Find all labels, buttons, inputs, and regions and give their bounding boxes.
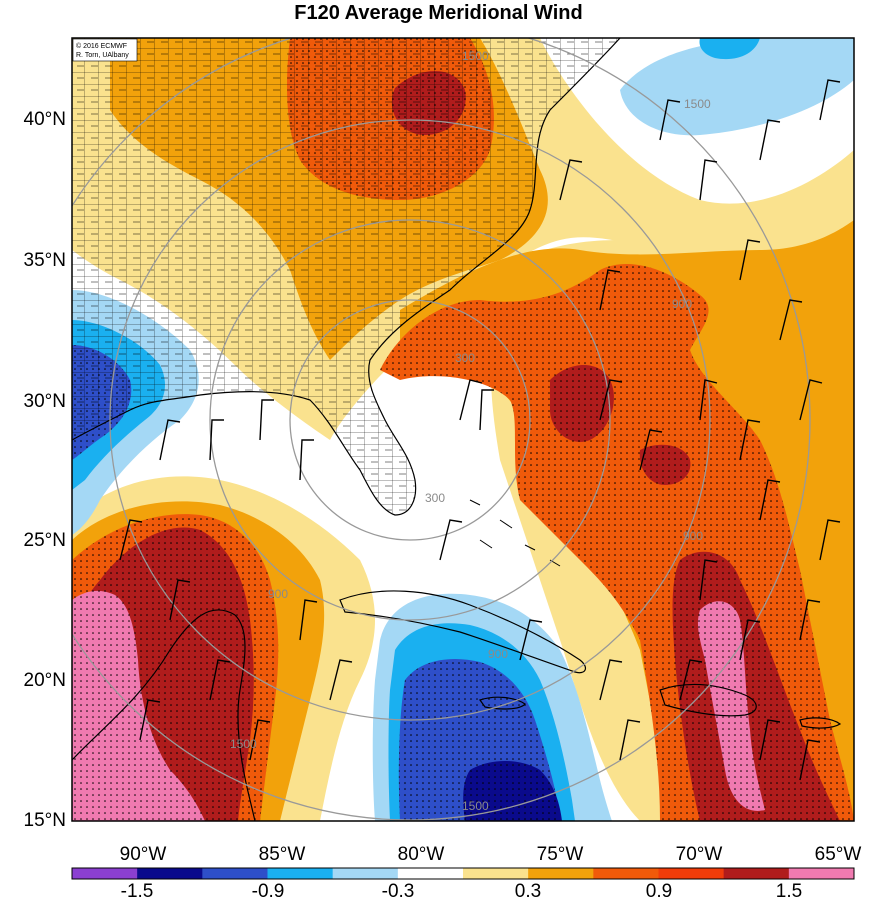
ring-labels: 300 300 900 900 900 900 1500 1500 1500 1… <box>230 49 711 813</box>
lon-label: 80°W <box>398 844 445 865</box>
colorbar-label: -0.3 <box>382 881 415 900</box>
colorbar-label: -0.9 <box>252 881 285 900</box>
colorbar-swatch <box>267 868 334 879</box>
lat-label: 30°N <box>24 391 66 412</box>
lat-labels: 40°N 35°N 30°N 25°N 20°N 15°N <box>24 109 66 831</box>
lon-labels: 90°W 85°W 80°W 75°W 70°W 65°W <box>120 844 862 865</box>
credit-line-2: R. Torn, UAlbany <box>76 52 129 59</box>
plot-frame <box>71 37 855 822</box>
lon-label: 85°W <box>259 844 306 865</box>
colorbar-swatch <box>463 868 529 879</box>
negative-field-ne-2 <box>699 38 760 60</box>
colorbar-label: 0.9 <box>646 881 672 900</box>
yucatan-outline <box>72 609 256 821</box>
colorbar-swatch <box>202 868 268 879</box>
colorbar-frame <box>71 867 855 880</box>
stipple-sw <box>72 514 279 821</box>
wind-barbs <box>119 79 841 781</box>
bahamas-outline <box>469 499 561 567</box>
ring-label: 1500 <box>230 737 257 751</box>
lat-label: 20°N <box>24 670 66 691</box>
lat-label: 40°N <box>24 109 66 130</box>
lat-label: 15°N <box>24 810 66 831</box>
wind-field <box>72 38 854 821</box>
colorbar-swatch <box>332 868 399 879</box>
ring-label: 300 <box>425 491 445 505</box>
colorbar-label: 1.5 <box>776 881 802 900</box>
ring-label: 900 <box>672 297 692 311</box>
colorbar-swatch <box>658 868 725 879</box>
colorbar-swatch <box>593 868 659 879</box>
colorbar-label: -1.5 <box>121 881 154 900</box>
ring-label: 1500 <box>684 97 711 111</box>
lon-label: 90°W <box>120 844 167 865</box>
negative-field-ne <box>620 38 854 136</box>
colorbar-label: 0.3 <box>515 881 541 900</box>
ring-label: 900 <box>683 529 703 543</box>
puerto-rico-outline <box>799 717 842 729</box>
credit-box: © 2016 ECMWF R. Torn, UAlbany <box>72 38 138 62</box>
colorbar-swatch <box>723 868 790 879</box>
lon-label: 70°W <box>676 844 723 865</box>
ring-label: 900 <box>488 647 508 661</box>
colorbar-swatch <box>397 868 464 879</box>
lon-label: 75°W <box>537 844 584 865</box>
lat-label: 25°N <box>24 530 66 551</box>
us-coastline <box>72 38 621 516</box>
lon-label: 65°W <box>815 844 862 865</box>
stipple-east <box>380 264 854 821</box>
credit-line-1: © 2016 ECMWF <box>76 42 127 50</box>
colorbar-swatches <box>72 868 855 879</box>
colorbar-swatch <box>528 868 594 879</box>
cuba-outline <box>339 590 587 674</box>
ring-label: 1500 <box>462 799 489 813</box>
colorbar: -1.5 -0.9 -0.3 0.3 0.9 1.5 <box>71 867 855 900</box>
hispaniola-outline <box>659 683 757 717</box>
colorbar-swatch <box>72 868 138 879</box>
lat-label: 35°N <box>24 250 66 271</box>
distance-rings <box>72 38 811 821</box>
colorbar-swatch <box>137 868 203 879</box>
ring-label: 900 <box>268 587 288 601</box>
ring-label: 300 <box>455 351 475 365</box>
us-counties <box>72 38 620 515</box>
colorbar-swatch <box>788 868 855 879</box>
map-title: F120 Average Meridional Wind <box>294 2 583 24</box>
ring-label: 1500 <box>462 49 489 63</box>
